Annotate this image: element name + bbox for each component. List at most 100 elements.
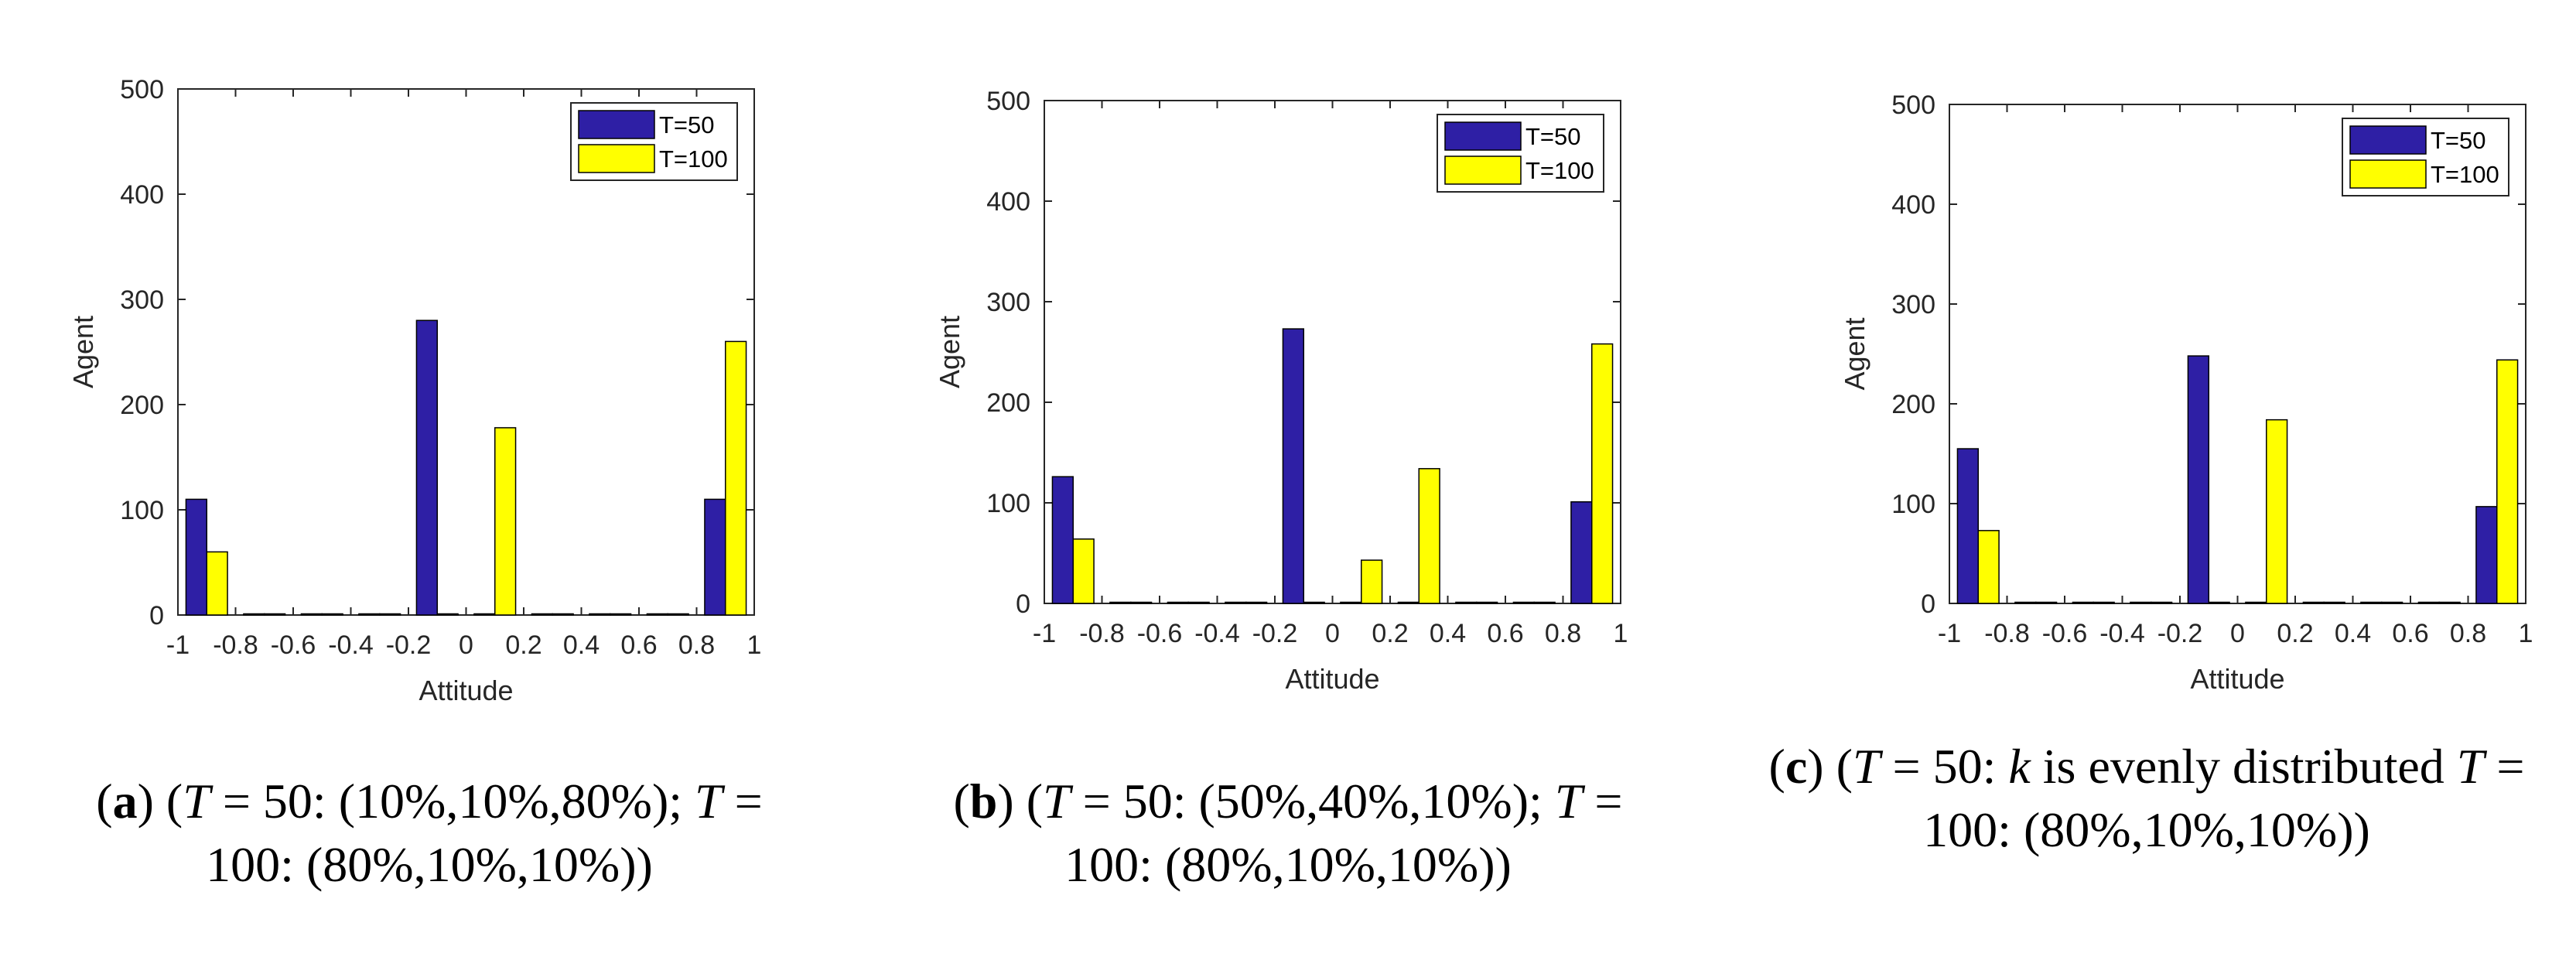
x-tick-label: 0.6 [620,630,657,660]
caption-part: b [969,774,998,829]
caption-part: = 100: (80%,10%,10%)) [1064,774,1623,892]
y-tick-label: 300 [986,288,1030,317]
caption-part: = 50: (10%,10%,80%); [210,774,695,829]
bar-t100 [552,613,574,616]
x-tick-label: -0.4 [328,630,374,660]
bar-t50 [2245,601,2267,604]
y-tick-label: 400 [1891,190,1935,220]
y-tick-label: 200 [120,391,164,420]
caption-part: = 50: [1880,739,2009,794]
x-tick-label: 0.4 [2335,619,2371,648]
caption-a: (a) (T = 50: (10%,10%,80%); T = 100: (80… [46,770,812,897]
caption-part: c [1785,739,1808,794]
bar-t50 [300,613,323,616]
y-tick-label: 400 [120,180,164,210]
bar-t50 [358,613,381,616]
caption-part: ( [96,774,113,829]
bar-t100 [1591,343,1614,604]
bar-t50 [1282,328,1304,604]
caption-part: ) ( [137,774,183,829]
legend-label: T=50 [2431,127,2486,154]
y-tick-label: 100 [986,489,1030,518]
x-tick-label: 0 [459,630,473,660]
legend-swatch-t50 [578,110,655,139]
x-tick-label: -0.2 [1252,619,1298,648]
x-tick-label: 0.8 [2450,619,2486,648]
bar-t50 [1956,448,1979,604]
bar-t50 [1512,601,1535,604]
bar-t100 [1476,601,1498,604]
x-tick-label: -0.8 [1079,619,1125,648]
caption-part: ) ( [1807,739,1853,794]
chart-c: -1 -0.8 -0.6 -0.4 -0.2 0 0.2 0.4 0.6 0.8 1 0 100 200 3… [1839,91,2533,695]
bar-t50 [646,613,668,616]
x-tick-label: -0.6 [1137,619,1183,648]
x-tick-label: 0.2 [505,630,542,660]
bar-t50 [2302,601,2325,604]
legend-label: T=100 [659,145,728,173]
bar-t100 [2208,601,2230,604]
bar-t100 [2266,419,2288,604]
bar-t100 [2323,601,2345,604]
legend-swatch-t50 [1444,121,1522,151]
bar-t100 [1418,468,1440,604]
bar-t50 [2417,601,2440,604]
x-tick-label: 0 [2230,619,2245,648]
caption-part: = 50: (50%,40%,10%); [1070,774,1555,829]
bar-t100 [436,613,459,616]
x-tick-label: 0.8 [678,630,715,660]
bar-t100 [1245,601,1268,604]
x-tick-label: -0.2 [386,630,432,660]
bar-t50 [2014,601,2037,604]
caption-part: T [183,774,210,829]
y-axis-label: Agent [1839,317,1871,390]
bar-t50 [1455,601,1478,604]
bar-t100 [1072,538,1095,604]
caption-b: (b) (T = 50: (50%,40%,10%); T = 100: (80… [905,770,1671,897]
x-tick-label: 1 [1614,619,1628,648]
legend-swatch-t100 [2349,159,2427,189]
bar-t100 [494,427,517,616]
y-axis-label: Agent [67,316,99,388]
bar-t100 [1361,559,1383,604]
bar-t50 [531,613,553,616]
bar-t100 [321,613,343,616]
bar-t100 [667,613,689,616]
x-tick-label: -1 [1033,619,1056,648]
legend-label: T=50 [1525,123,1581,150]
x-tick-label: 0.8 [1545,619,1581,648]
x-tick-label: 0.2 [2277,619,2313,648]
bar-t100 [2151,601,2173,604]
bar-t50 [1340,601,1362,604]
y-tick-label: 500 [120,75,164,104]
bar-t50 [1225,601,1247,604]
bar-t100 [610,613,632,616]
bar-t50 [589,613,611,616]
x-tick-label: 1 [747,630,762,660]
caption-part: ) ( [997,774,1044,829]
caption-part: ( [1768,739,1785,794]
x-tick-label: -1 [166,630,190,660]
y-tick-label: 0 [1016,589,1030,619]
caption-part: ( [953,774,970,829]
bar-t50 [185,498,207,616]
bar-t100 [2093,601,2115,604]
bar-t50 [1051,476,1074,604]
x-tick-label: -0.4 [1194,619,1240,648]
bar-t50 [415,319,438,616]
bar-t100 [2381,601,2403,604]
bar-t50 [1167,601,1189,604]
x-tick-label: -1 [1938,619,1961,648]
y-tick-label: 400 [986,187,1030,217]
bar-t100 [379,613,401,616]
legend-label: T=100 [2431,161,2499,188]
bar-t100 [1977,530,2000,604]
x-axis-label: Attitude [2190,663,2284,695]
bar-t50 [2475,506,2498,604]
x-tick-label: 0.4 [1430,619,1466,648]
x-axis-label: Attitude [419,675,513,706]
bar-t100 [1187,601,1210,604]
y-tick-label: 0 [149,601,164,630]
bar-t100 [2438,601,2461,604]
x-axis-label: Attitude [1285,663,1379,695]
